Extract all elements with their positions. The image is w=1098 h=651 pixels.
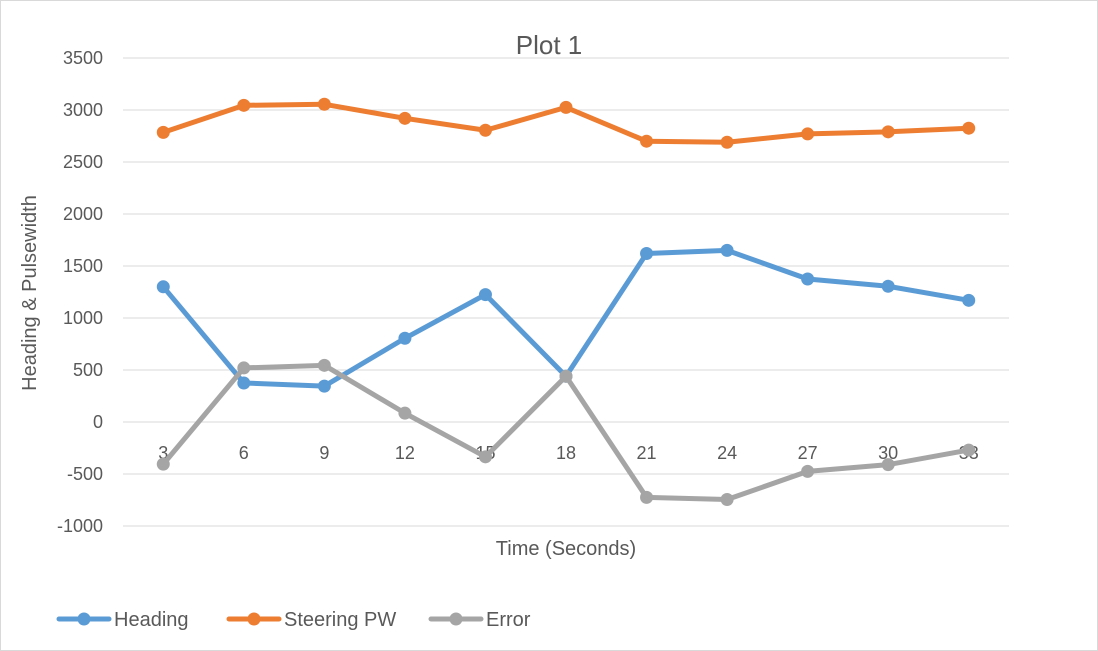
y-tick-label: 1000 bbox=[63, 308, 103, 328]
data-point bbox=[962, 293, 976, 307]
legend-label: Heading bbox=[114, 609, 189, 631]
legend-swatch-marker bbox=[77, 612, 91, 626]
legend-swatch-marker bbox=[247, 612, 261, 626]
y-axis-label: Heading & Pulsewidth bbox=[19, 195, 41, 391]
data-point bbox=[237, 361, 251, 375]
y-tick-label: 3500 bbox=[63, 48, 103, 68]
data-point bbox=[237, 376, 251, 390]
data-point bbox=[156, 125, 170, 139]
x-tick-label: 6 bbox=[239, 443, 249, 463]
legend-item: Heading bbox=[56, 609, 189, 631]
legend: Heading Steering PW Error bbox=[56, 609, 531, 631]
x-tick-labels: 3691215182124273033 bbox=[158, 443, 978, 463]
gridlines bbox=[123, 57, 1009, 527]
y-tick-label: 2500 bbox=[63, 152, 103, 172]
data-point bbox=[398, 331, 412, 345]
x-tick-label: 12 bbox=[395, 443, 415, 463]
y-tick-label: -500 bbox=[67, 464, 103, 484]
legend-item: Steering PW bbox=[226, 609, 396, 631]
data-point bbox=[317, 379, 331, 393]
data-point bbox=[962, 443, 976, 457]
data-point bbox=[720, 243, 734, 257]
x-axis-label: Time (Seconds) bbox=[496, 538, 636, 560]
data-point bbox=[801, 272, 815, 286]
data-point bbox=[559, 369, 573, 383]
data-point bbox=[881, 125, 895, 139]
legend-label: Error bbox=[486, 609, 531, 631]
data-point bbox=[478, 123, 492, 137]
data-point bbox=[559, 100, 573, 114]
data-point bbox=[881, 458, 895, 472]
legend-label: Steering PW bbox=[284, 609, 396, 631]
y-tick-label: 3000 bbox=[63, 100, 103, 120]
data-point bbox=[720, 135, 734, 149]
y-tick-label: 2000 bbox=[63, 204, 103, 224]
data-point bbox=[398, 111, 412, 125]
data-point bbox=[156, 457, 170, 471]
data-point bbox=[317, 97, 331, 111]
data-point bbox=[317, 358, 331, 372]
data-point bbox=[640, 490, 654, 504]
y-tick-label: -1000 bbox=[57, 516, 103, 536]
y-tick-label: 500 bbox=[73, 360, 103, 380]
data-point bbox=[801, 127, 815, 141]
y-tick-label: 0 bbox=[93, 412, 103, 432]
series-lines bbox=[156, 97, 976, 506]
series-steering-pw bbox=[156, 97, 976, 149]
data-point bbox=[640, 134, 654, 148]
data-point bbox=[478, 288, 492, 302]
data-point bbox=[962, 121, 976, 135]
data-point bbox=[398, 406, 412, 420]
y-tick-label: 1500 bbox=[63, 256, 103, 276]
x-tick-label: 30 bbox=[878, 443, 898, 463]
data-point bbox=[881, 279, 895, 293]
x-tick-label: 21 bbox=[637, 443, 657, 463]
x-tick-label: 9 bbox=[319, 443, 329, 463]
x-tick-label: 24 bbox=[717, 443, 737, 463]
series-error bbox=[156, 358, 976, 506]
data-point bbox=[478, 450, 492, 464]
data-point bbox=[640, 247, 654, 261]
x-tick-label: 27 bbox=[798, 443, 818, 463]
legend-item: Error bbox=[428, 609, 531, 631]
data-point bbox=[720, 492, 734, 506]
data-point bbox=[156, 280, 170, 294]
x-tick-label: 18 bbox=[556, 443, 576, 463]
data-point bbox=[237, 98, 251, 112]
x-tick-label: 3 bbox=[158, 443, 168, 463]
data-point bbox=[801, 464, 815, 478]
y-tick-labels: 3500 3000 2500 2000 1500 1000 500 0 -500 -1000 bbox=[57, 48, 103, 536]
chart-title: Plot 1 bbox=[516, 30, 583, 60]
legend-swatch-marker bbox=[449, 612, 463, 626]
